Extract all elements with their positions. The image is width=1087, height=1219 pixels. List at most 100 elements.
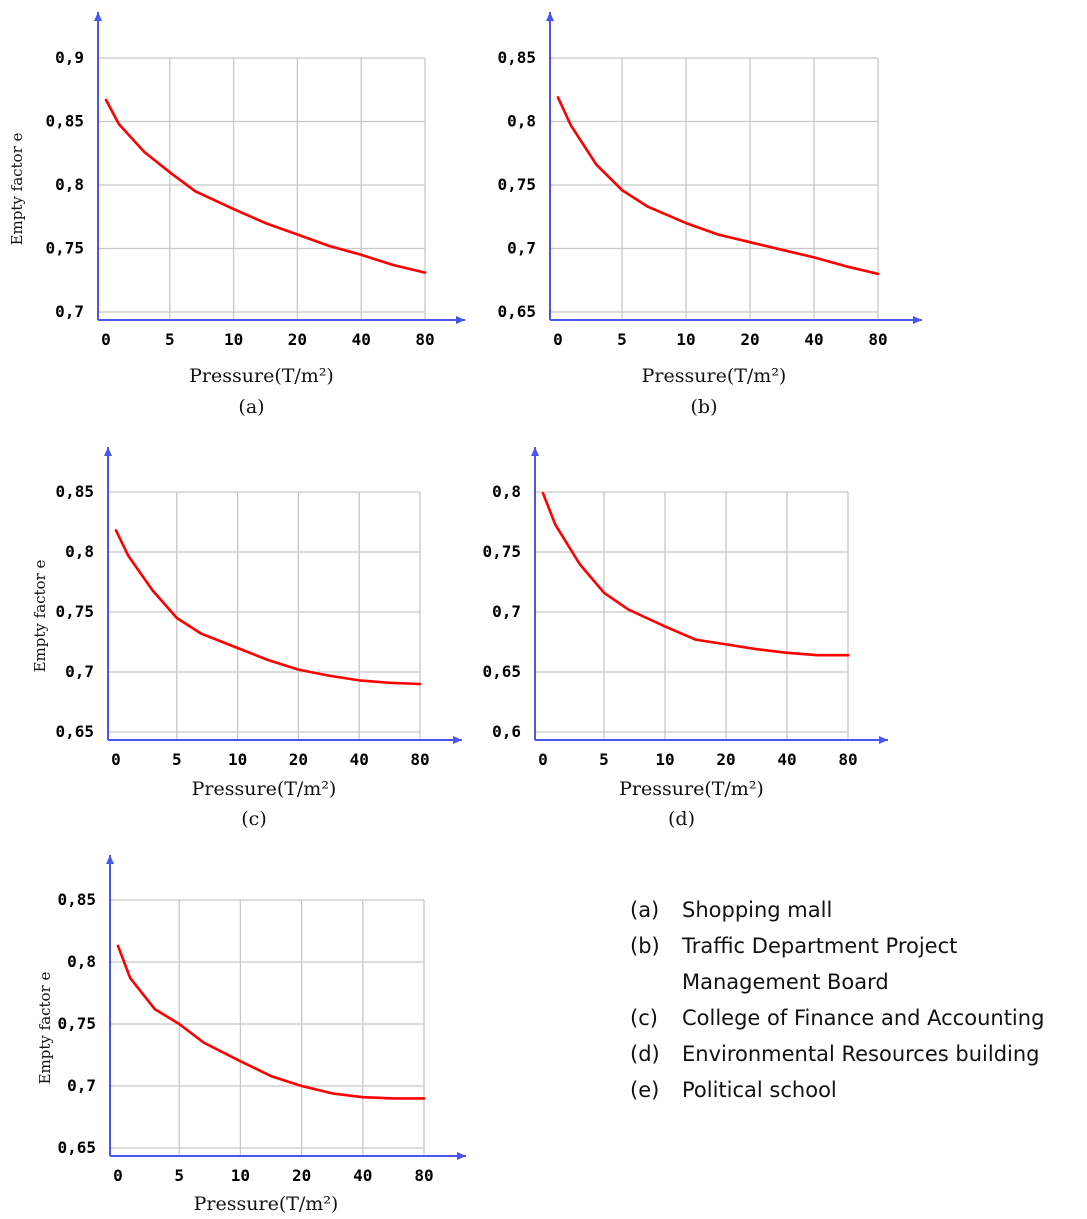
y-axis-arrow-icon [94, 12, 102, 21]
y-tick-label: 0,75 [497, 175, 536, 194]
x-tick-label: 10 [231, 1166, 250, 1185]
y-tick-label: 0,75 [55, 602, 94, 621]
y-axis-title: Empty factor e [31, 559, 49, 672]
legend-text: College of Finance and Accounting [682, 1006, 1045, 1030]
legend-item-a: (a) Shopping mall [630, 892, 1087, 928]
x-tick-label: 10 [228, 750, 247, 769]
legend-item-b: (b) Traffic Department Project [630, 928, 1087, 964]
y-tick-label: 0,85 [57, 890, 96, 909]
legend-key: (e) [630, 1078, 660, 1102]
y-axis-arrow-icon [104, 447, 112, 456]
x-tick-label: 10 [655, 750, 674, 769]
y-tick-label: 0,85 [45, 112, 84, 131]
series-line [556, 96, 880, 276]
y-tick-label: 0,85 [55, 482, 94, 501]
y-tick-label: 0,65 [55, 722, 94, 741]
y-tick-label: 0,8 [492, 482, 521, 501]
y-axis-title: Empty factor e [8, 132, 26, 245]
y-tick-label: 0,6 [492, 722, 521, 741]
x-tick-label: 80 [410, 750, 429, 769]
legend-key: (a) [630, 898, 660, 922]
chart-caption: (d) [668, 808, 695, 830]
legend-item-e: (e) Political school [630, 1072, 1087, 1108]
legend-text: Environmental Resources building [682, 1042, 1040, 1066]
x-axis-title: Pressure(T/m²) [194, 1193, 339, 1215]
y-axis-arrow-icon [546, 12, 554, 21]
y-tick-label: 0,8 [55, 175, 84, 194]
x-tick-label: 5 [174, 1166, 184, 1185]
x-tick-label: 0 [111, 750, 121, 769]
x-tick-label: 0 [113, 1166, 123, 1185]
x-axis-title: Pressure(T/m²) [619, 778, 764, 800]
legend-item-d: (d) Environmental Resources building [630, 1036, 1087, 1072]
x-tick-label: 80 [414, 1166, 433, 1185]
y-tick-label: 0,7 [55, 302, 84, 321]
y-tick-label: 0,65 [57, 1138, 96, 1157]
x-tick-label: 0 [553, 330, 563, 349]
x-tick-label: 5 [165, 330, 175, 349]
x-tick-label: 0 [101, 330, 111, 349]
y-tick-label: 0,65 [482, 662, 521, 681]
x-tick-label: 40 [804, 330, 823, 349]
x-tick-label: 20 [740, 330, 759, 349]
x-axis-title: Pressure(T/m²) [189, 365, 334, 387]
x-tick-label: 40 [352, 330, 371, 349]
y-axis-arrow-icon [106, 855, 114, 864]
y-tick-label: 0,8 [65, 542, 94, 561]
legend-text: Management Board [682, 970, 889, 994]
y-axis-title: Empty factor e [36, 971, 54, 1084]
series-line [541, 491, 850, 657]
y-tick-label: 0,8 [67, 952, 96, 971]
x-tick-label: 80 [868, 330, 887, 349]
x-tick-label: 40 [353, 1166, 372, 1185]
x-axis-arrow-icon [453, 736, 462, 744]
legend-key: (c) [630, 1006, 658, 1030]
x-tick-label: 5 [172, 750, 182, 769]
legend-key: (d) [630, 1042, 660, 1066]
x-tick-label: 10 [676, 330, 695, 349]
y-axis-arrow-icon [531, 447, 539, 456]
x-tick-label: 20 [292, 1166, 311, 1185]
legend-text: Shopping mall [682, 898, 833, 922]
x-axis-arrow-icon [913, 316, 922, 324]
x-axis-arrow-icon [456, 316, 465, 324]
legend-item-c: (c) College of Finance and Accounting [630, 1000, 1087, 1036]
x-tick-label: 20 [289, 750, 308, 769]
series-line [104, 98, 427, 274]
legend-key: (b) [630, 934, 660, 958]
chart-panel-b: 0 5 10 20 40 80 0,65 0,7 0,75 0,8 0,85 Pressure(T/m… [497, 12, 922, 418]
x-tick-label: 40 [777, 750, 796, 769]
x-axis-title: Pressure(T/m²) [642, 365, 787, 387]
x-tick-label: 20 [288, 330, 307, 349]
x-tick-label: 10 [224, 330, 243, 349]
y-tick-label: 0,7 [67, 1076, 96, 1095]
x-tick-label: 40 [350, 750, 369, 769]
x-tick-label: 0 [538, 750, 548, 769]
legend-item-b-continued: Management Board [630, 964, 1087, 1000]
y-tick-label: 0,7 [492, 602, 521, 621]
legend-text: Traffic Department Project [682, 934, 958, 958]
series-line [114, 529, 422, 686]
y-tick-label: 0,7 [65, 662, 94, 681]
x-axis-arrow-icon [879, 736, 888, 744]
legend-text: Political school [682, 1078, 837, 1102]
legend-key [630, 964, 682, 1000]
x-tick-label: 80 [838, 750, 857, 769]
x-tick-label: 20 [716, 750, 735, 769]
chart-panel-a: 0 5 10 20 40 80 0,7 0,75 0,8 0,85 0,9 Pressure(T/m²… [8, 12, 465, 418]
y-tick-label: 0,75 [482, 542, 521, 561]
y-tick-label: 0,7 [507, 239, 536, 258]
y-tick-label: 0,85 [497, 48, 536, 67]
chart-panel-d: 0 5 10 20 40 80 0,6 0,65 0,7 0,75 0,8 Pressure(T/m²… [482, 447, 888, 830]
chart-panel-c: 0 5 10 20 40 80 0,65 0,7 0,75 0,8 0,85 Pressure(T/m… [31, 447, 462, 830]
series-line [116, 944, 426, 1100]
x-tick-label: 5 [599, 750, 609, 769]
chart-caption: (b) [691, 396, 718, 418]
y-tick-label: 0,9 [55, 48, 84, 67]
y-tick-label: 0,8 [507, 112, 536, 131]
x-tick-label: 80 [415, 330, 434, 349]
y-tick-label: 0,65 [497, 302, 536, 321]
x-axis-arrow-icon [457, 1152, 466, 1160]
chart-caption: (c) [241, 808, 266, 830]
